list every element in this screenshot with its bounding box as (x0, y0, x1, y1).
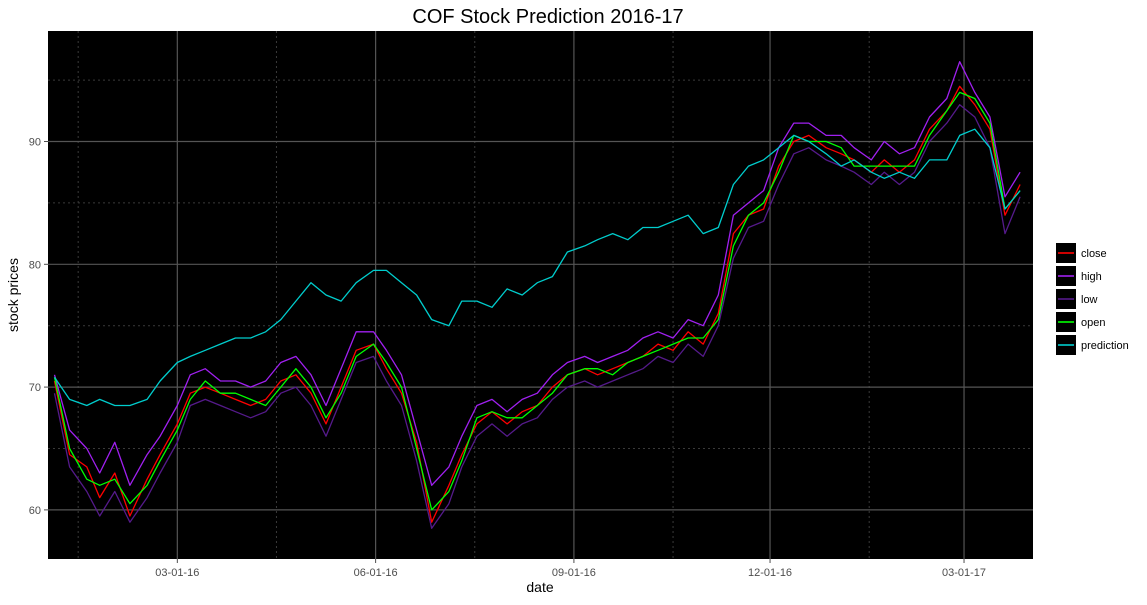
legend: close high low open prediction (1056, 243, 1129, 355)
series-line-low (53, 104, 1021, 529)
series-layer (53, 61, 1021, 529)
legend-item-open: open (1056, 312, 1105, 332)
series-line-open (53, 91, 1021, 511)
legend-item-high: high (1056, 266, 1102, 286)
legend-label: open (1081, 317, 1105, 329)
legend-item-prediction: prediction (1056, 335, 1129, 355)
y-tick-label: 90 (29, 137, 41, 149)
x-axis-label: date (526, 579, 553, 595)
plot-panel (48, 31, 1033, 559)
legend-item-close: close (1056, 243, 1107, 263)
chart-title: COF Stock Prediction 2016-17 (412, 6, 683, 28)
y-tick-label: 60 (29, 505, 41, 517)
y-tick-label: 70 (29, 382, 41, 394)
minor-grid (48, 31, 1033, 559)
series-line-high (53, 61, 1021, 486)
legend-item-low: low (1056, 289, 1098, 309)
legend-label: close (1081, 248, 1107, 260)
x-tick-label: 03-01-17 (942, 567, 986, 579)
y-axis: 60 70 80 90 (29, 137, 48, 517)
x-tick-label: 03-01-16 (155, 567, 199, 579)
legend-label: prediction (1081, 340, 1129, 352)
y-axis-label: stock prices (5, 258, 21, 332)
y-tick-label: 80 (29, 259, 41, 271)
legend-label: low (1081, 294, 1098, 306)
x-tick-label: 06-01-16 (354, 567, 398, 579)
series-line-prediction (53, 128, 1021, 407)
x-axis: 03-01-16 06-01-16 09-01-16 12-01-16 03-01-17 (155, 559, 986, 579)
x-tick-label: 12-01-16 (748, 567, 792, 579)
x-tick-label: 09-01-16 (552, 567, 596, 579)
legend-label: high (1081, 271, 1102, 283)
